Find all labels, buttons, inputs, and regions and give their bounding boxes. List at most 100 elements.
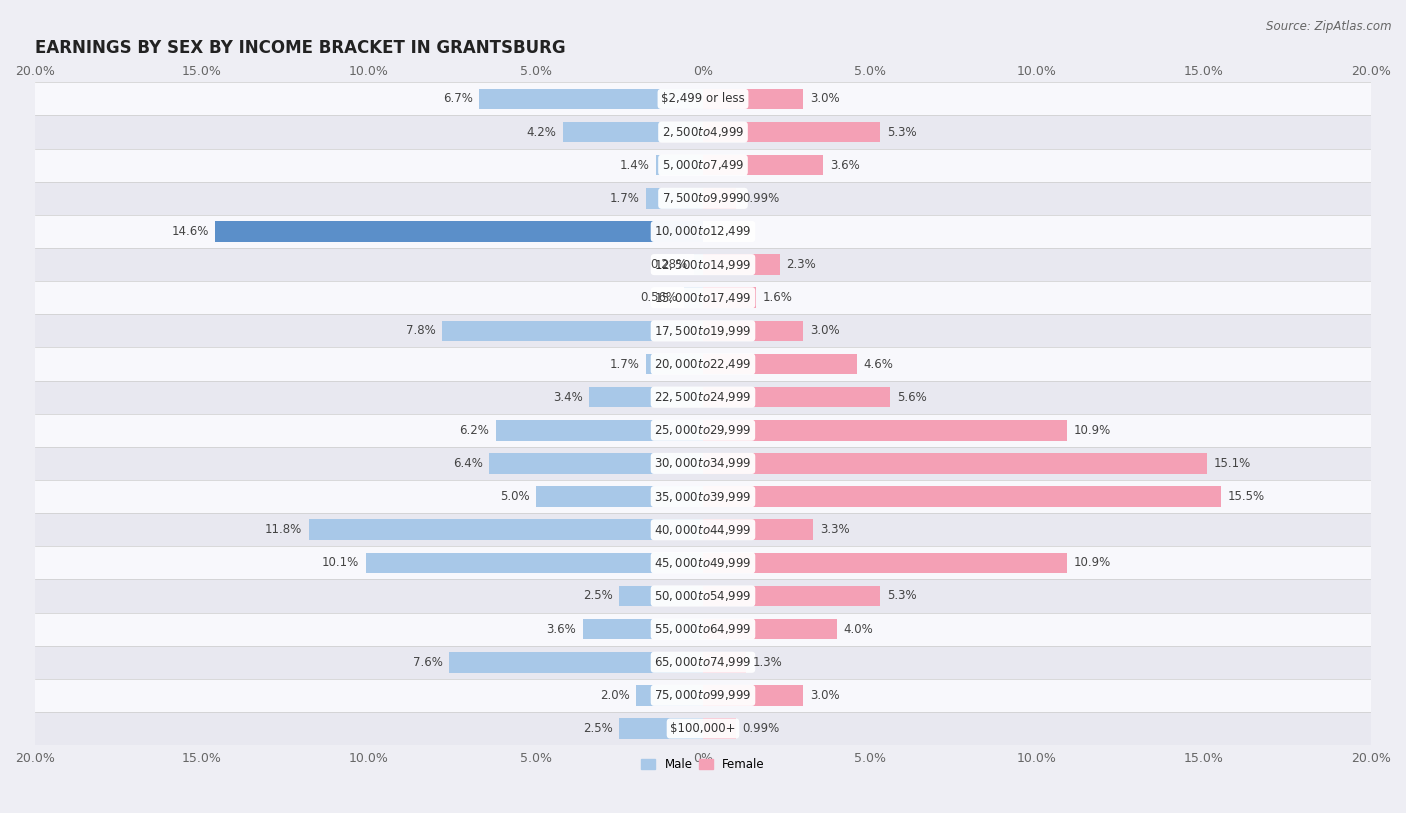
Bar bbox=[703, 453, 1208, 474]
Bar bbox=[496, 420, 703, 441]
Bar bbox=[35, 447, 1371, 480]
Text: 3.0%: 3.0% bbox=[810, 689, 839, 702]
Bar bbox=[215, 221, 703, 241]
Bar bbox=[366, 553, 703, 573]
Text: $50,000 to $54,999: $50,000 to $54,999 bbox=[654, 589, 752, 603]
Text: 15.5%: 15.5% bbox=[1227, 490, 1264, 503]
Text: 3.6%: 3.6% bbox=[547, 623, 576, 636]
Text: 7.6%: 7.6% bbox=[412, 656, 443, 669]
Text: 6.7%: 6.7% bbox=[443, 93, 472, 106]
Bar bbox=[479, 89, 703, 109]
Bar bbox=[35, 315, 1371, 347]
Bar bbox=[703, 354, 856, 374]
Bar bbox=[703, 155, 824, 176]
Bar bbox=[35, 646, 1371, 679]
Bar bbox=[582, 619, 703, 639]
Bar bbox=[703, 718, 737, 739]
Bar bbox=[35, 215, 1371, 248]
Bar bbox=[703, 254, 780, 275]
Bar bbox=[35, 347, 1371, 380]
Text: $12,500 to $14,999: $12,500 to $14,999 bbox=[654, 258, 752, 272]
Bar bbox=[35, 612, 1371, 646]
Text: 2.5%: 2.5% bbox=[583, 589, 613, 602]
Text: 5.0%: 5.0% bbox=[499, 490, 529, 503]
Bar bbox=[35, 712, 1371, 745]
Text: 3.0%: 3.0% bbox=[810, 93, 839, 106]
Text: 1.7%: 1.7% bbox=[610, 358, 640, 371]
Text: 4.2%: 4.2% bbox=[526, 125, 555, 138]
Bar bbox=[693, 254, 703, 275]
Bar bbox=[35, 248, 1371, 281]
Bar bbox=[685, 288, 703, 308]
Text: 1.4%: 1.4% bbox=[620, 159, 650, 172]
Bar bbox=[562, 122, 703, 142]
Text: $35,000 to $39,999: $35,000 to $39,999 bbox=[654, 489, 752, 503]
Text: $25,000 to $29,999: $25,000 to $29,999 bbox=[654, 424, 752, 437]
Text: 5.6%: 5.6% bbox=[897, 391, 927, 403]
Text: $100,000+: $100,000+ bbox=[671, 722, 735, 735]
Text: 1.3%: 1.3% bbox=[754, 656, 783, 669]
Bar bbox=[35, 580, 1371, 612]
Bar bbox=[620, 718, 703, 739]
Text: $30,000 to $34,999: $30,000 to $34,999 bbox=[654, 456, 752, 471]
Text: 10.9%: 10.9% bbox=[1074, 556, 1111, 569]
Bar bbox=[35, 115, 1371, 149]
Text: EARNINGS BY SEX BY INCOME BRACKET IN GRANTSBURG: EARNINGS BY SEX BY INCOME BRACKET IN GRA… bbox=[35, 39, 565, 58]
Bar bbox=[647, 188, 703, 209]
Bar bbox=[703, 387, 890, 407]
Bar bbox=[620, 585, 703, 606]
Bar bbox=[35, 546, 1371, 580]
Bar bbox=[703, 122, 880, 142]
Bar bbox=[35, 380, 1371, 414]
Text: 0.28%: 0.28% bbox=[650, 258, 688, 271]
Bar bbox=[703, 585, 880, 606]
Text: 11.8%: 11.8% bbox=[264, 524, 302, 537]
Text: 0.56%: 0.56% bbox=[641, 291, 678, 304]
Bar bbox=[309, 520, 703, 540]
Text: 10.1%: 10.1% bbox=[322, 556, 359, 569]
Bar bbox=[35, 182, 1371, 215]
Bar bbox=[703, 320, 803, 341]
Text: 1.7%: 1.7% bbox=[610, 192, 640, 205]
Text: 15.1%: 15.1% bbox=[1213, 457, 1251, 470]
Bar bbox=[703, 188, 737, 209]
Text: $17,500 to $19,999: $17,500 to $19,999 bbox=[654, 324, 752, 338]
Bar bbox=[647, 354, 703, 374]
Bar bbox=[35, 82, 1371, 115]
Text: 5.3%: 5.3% bbox=[887, 589, 917, 602]
Bar bbox=[703, 619, 837, 639]
Text: $2,499 or less: $2,499 or less bbox=[661, 93, 745, 106]
Text: 6.2%: 6.2% bbox=[460, 424, 489, 437]
Text: 7.8%: 7.8% bbox=[406, 324, 436, 337]
Bar bbox=[35, 480, 1371, 513]
Bar bbox=[703, 685, 803, 706]
Text: 10.9%: 10.9% bbox=[1074, 424, 1111, 437]
Text: $45,000 to $49,999: $45,000 to $49,999 bbox=[654, 556, 752, 570]
Text: 4.0%: 4.0% bbox=[844, 623, 873, 636]
Bar bbox=[35, 281, 1371, 315]
Bar bbox=[703, 553, 1067, 573]
Text: $22,500 to $24,999: $22,500 to $24,999 bbox=[654, 390, 752, 404]
Text: 3.6%: 3.6% bbox=[830, 159, 859, 172]
Text: 4.6%: 4.6% bbox=[863, 358, 893, 371]
Bar bbox=[35, 513, 1371, 546]
Text: 2.5%: 2.5% bbox=[583, 722, 613, 735]
Bar bbox=[703, 420, 1067, 441]
Bar bbox=[703, 288, 756, 308]
Text: $40,000 to $44,999: $40,000 to $44,999 bbox=[654, 523, 752, 537]
Text: 3.4%: 3.4% bbox=[553, 391, 582, 403]
Text: $5,000 to $7,499: $5,000 to $7,499 bbox=[662, 159, 744, 172]
Bar bbox=[35, 679, 1371, 712]
Text: $20,000 to $22,499: $20,000 to $22,499 bbox=[654, 357, 752, 371]
Text: 1.6%: 1.6% bbox=[763, 291, 793, 304]
Bar bbox=[703, 486, 1220, 506]
Bar bbox=[589, 387, 703, 407]
Bar bbox=[703, 652, 747, 672]
Text: 14.6%: 14.6% bbox=[172, 225, 208, 238]
Bar bbox=[703, 520, 813, 540]
Bar bbox=[449, 652, 703, 672]
Text: $15,000 to $17,499: $15,000 to $17,499 bbox=[654, 291, 752, 305]
Text: Source: ZipAtlas.com: Source: ZipAtlas.com bbox=[1267, 20, 1392, 33]
Bar bbox=[636, 685, 703, 706]
Bar bbox=[657, 155, 703, 176]
